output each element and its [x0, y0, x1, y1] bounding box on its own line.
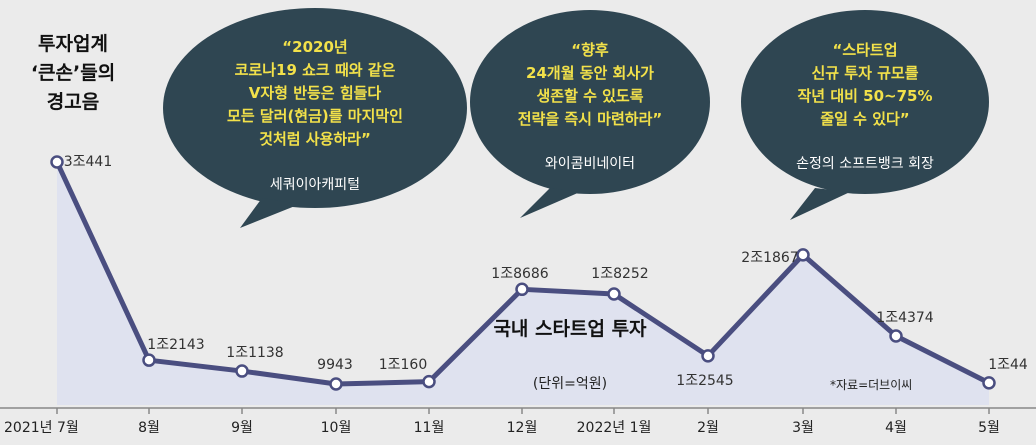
x-tick-label: 8월: [138, 420, 160, 436]
x-tick-label: 3월: [792, 420, 814, 436]
svg-text:“2020년: “2020년: [282, 38, 347, 56]
source-note: *자료=더브이씨: [830, 378, 913, 392]
svg-text:V자형 반등은 힘들다: V자형 반등은 힘들다: [249, 84, 382, 102]
x-tick-label: 4월: [885, 420, 907, 436]
x-tick-label: 11월: [414, 420, 445, 436]
x-tick-label: 9월: [231, 420, 253, 436]
value-label: 1조2545: [676, 373, 733, 389]
data-point: [889, 329, 903, 343]
x-tick-label: 10월: [321, 420, 352, 436]
svg-text:것처럼 사용하라”: 것처럼 사용하라”: [259, 130, 371, 148]
svg-text:생존할 수 있도록: 생존할 수 있도록: [536, 87, 643, 105]
svg-text:24개월 동안 회사가: 24개월 동안 회사가: [526, 64, 654, 82]
bubble-shape: [470, 10, 710, 194]
svg-text:모든 달러(현금)를 마지막인: 모든 달러(현금)를 마지막인: [227, 107, 403, 125]
bubble-tail: [520, 188, 580, 218]
data-point: [796, 248, 810, 262]
svg-text:손정의 소프트뱅크 회장: 손정의 소프트뱅크 회장: [796, 156, 934, 172]
data-point: [142, 353, 156, 367]
bubble-shape: [741, 10, 989, 194]
value-label: 1조1138: [226, 345, 283, 361]
chart-title: 국내 스타트업 투자: [493, 318, 647, 340]
bubble-tail: [240, 198, 300, 228]
svg-text:신규 투자 규모를: 신규 투자 규모를: [811, 64, 918, 82]
value-label: 9943: [317, 357, 353, 373]
data-point: [235, 364, 249, 378]
x-tick-label: 2022년 1월: [577, 420, 652, 436]
area-fill: [57, 162, 989, 405]
svg-text:“스타트업: “스타트업: [832, 41, 897, 59]
x-tick-label: 2021년 7월: [4, 420, 79, 436]
svg-text:줄일 수 있다”: 줄일 수 있다”: [820, 110, 909, 128]
bubble-shape: [163, 8, 467, 208]
svg-text:코로나19 쇼크 때와 같은: 코로나19 쇼크 때와 같은: [235, 61, 396, 79]
value-label: 2조1867: [741, 250, 798, 266]
svg-text:“향후: “향후: [571, 41, 609, 59]
data-point: [422, 374, 436, 389]
x-tick-label: 2월: [697, 420, 719, 436]
value-label: 3조441: [64, 154, 113, 170]
value-label: 1조8252: [591, 266, 648, 282]
quote-source: 세쿼이아캐피털: [270, 177, 360, 193]
quote-source: 손정의 소프트뱅크 회장: [796, 156, 934, 172]
value-label: 1조8686: [491, 266, 549, 282]
svg-text:와이콤비네이터: 와이콤비네이터: [545, 156, 635, 172]
svg-text:세쿼이아캐피털: 세쿼이아캐피털: [270, 177, 360, 193]
x-tick-label: 12월: [507, 420, 538, 436]
data-point: [329, 377, 343, 391]
data-point: [607, 287, 621, 301]
svg-text:작년 대비 50~75%: 작년 대비 50~75%: [798, 87, 933, 105]
x-tick-label: 5월: [978, 420, 1000, 436]
data-point: [515, 282, 529, 297]
value-label: 1조4374: [876, 310, 934, 326]
value-label: 1조2143: [147, 337, 204, 353]
value-label: 1조44: [988, 357, 1028, 373]
bubble-tail: [790, 188, 850, 220]
data-point: [982, 376, 996, 390]
data-point: [701, 349, 715, 363]
data-point: [50, 155, 64, 169]
svg-text:전략을 즉시 마련하라”: 전략을 즉시 마련하라”: [518, 110, 663, 128]
headline: 투자업계 ‘큰손’들의 경고음: [30, 33, 116, 113]
value-label: 1조160: [379, 357, 428, 373]
quote-source: 와이콤비네이터: [545, 156, 635, 172]
chart-unit: (단위=억원): [532, 376, 608, 392]
